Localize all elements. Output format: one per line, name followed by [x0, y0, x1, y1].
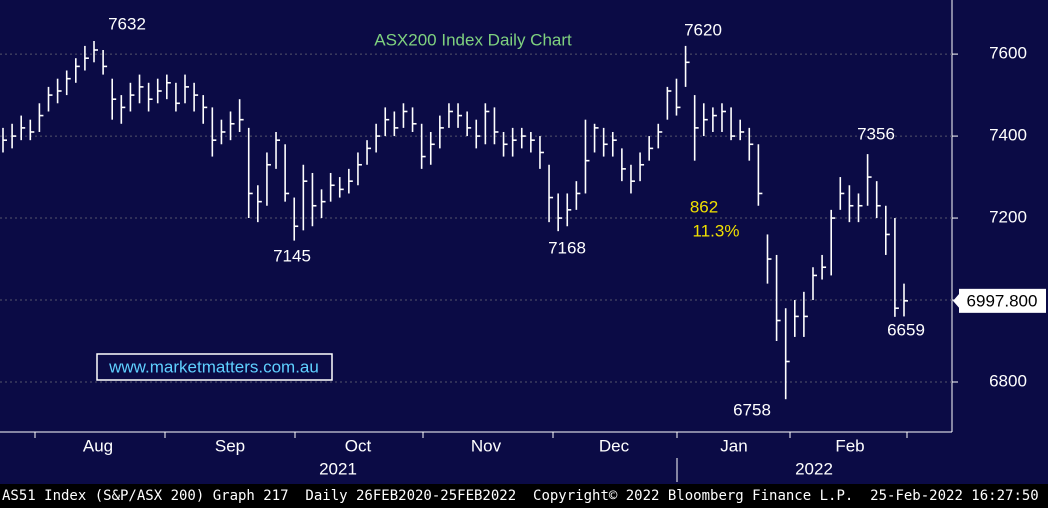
background: [0, 0, 1048, 484]
footer: AS51 Index (S&P/ASX 200) Graph 217 Daily…: [2, 488, 1039, 504]
x-tick-label: Dec: [599, 436, 630, 455]
annotation: 11.3%: [693, 221, 740, 240]
annotation: 6659: [887, 320, 925, 339]
y-tick-label: 7600: [989, 44, 1027, 63]
last-price-box: [959, 288, 1046, 313]
annotation: 7632: [108, 14, 146, 33]
watermark: www.marketmatters.com.au: [108, 357, 319, 376]
x-tick-label: Feb: [835, 436, 864, 455]
annotation: 7356: [857, 124, 895, 143]
annotation: 7145: [273, 246, 311, 265]
y-tick-label: 7200: [989, 208, 1027, 227]
annotation: 6758: [733, 400, 771, 419]
year-label: 2022: [795, 459, 833, 478]
year-label: 2021: [319, 459, 357, 478]
annotation: 7168: [548, 238, 586, 257]
x-tick-label: Nov: [471, 436, 502, 455]
last-price: 6997.800: [967, 291, 1038, 310]
x-tick-label: Aug: [83, 436, 113, 455]
annotation: 862: [690, 197, 718, 216]
footer-bar: [0, 484, 1048, 508]
last-price-pointer: [953, 292, 960, 309]
x-tick-label: Jan: [720, 436, 747, 455]
y-tick-label: 7400: [989, 126, 1027, 145]
x-tick-label: Sep: [215, 436, 245, 455]
chart-title: ASX200 Index Daily Chart: [374, 30, 572, 49]
x-tick-label: Oct: [345, 436, 372, 455]
watermark-box: [96, 353, 333, 381]
y-tick-label: 6800: [989, 371, 1027, 390]
annotation: 7620: [684, 20, 722, 39]
